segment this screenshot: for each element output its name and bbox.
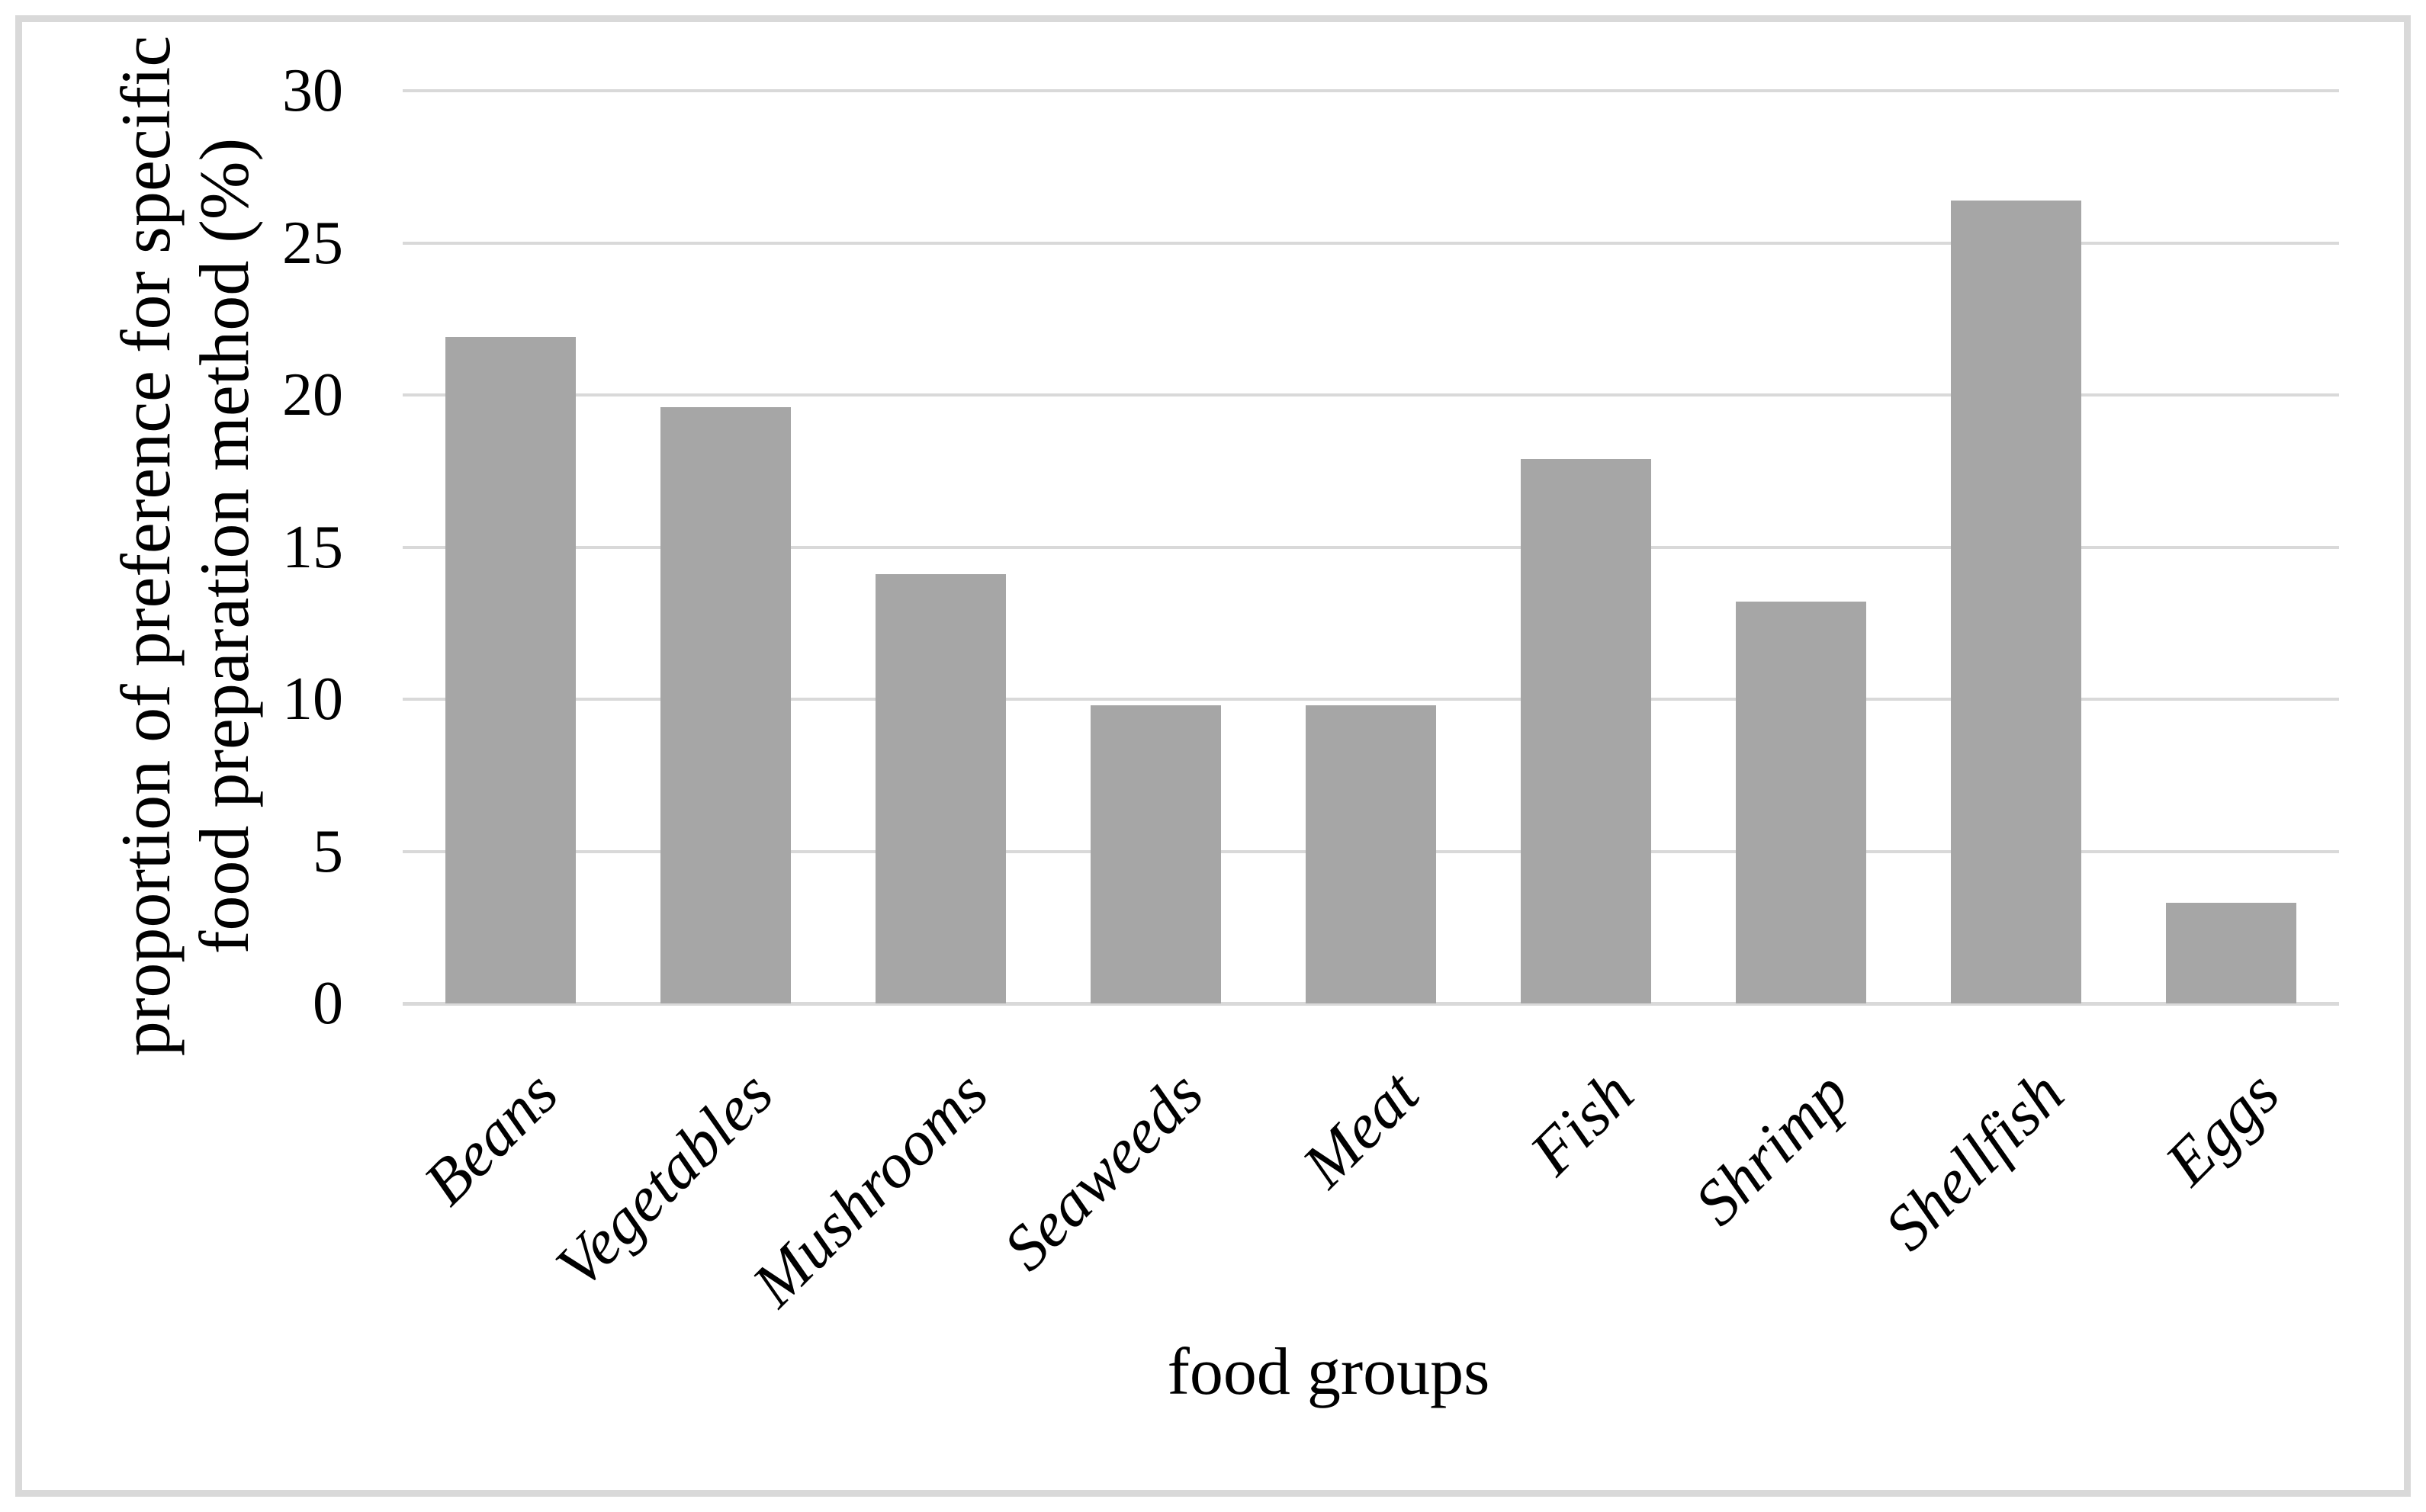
x-axis-line bbox=[403, 1002, 2339, 1006]
y-axis-title: proportion of preference for specific fo… bbox=[107, 36, 264, 1056]
y-tick-label: 15 bbox=[282, 513, 343, 581]
y-tick-label: 0 bbox=[313, 970, 343, 1037]
y-axis-title-line1: proportion of preference for specific bbox=[107, 35, 185, 1057]
y-axis-title-line2: food preparation method (%) bbox=[185, 137, 263, 955]
y-tick-label: 25 bbox=[282, 209, 343, 277]
bar-eggs bbox=[2166, 903, 2297, 1003]
y-tick-label: 30 bbox=[282, 57, 343, 124]
bar-fish bbox=[1521, 458, 1652, 1003]
bar-meat bbox=[1306, 705, 1436, 1003]
y-gridline bbox=[403, 698, 2339, 701]
y-gridline bbox=[403, 241, 2339, 245]
bar-mushrooms bbox=[875, 574, 1006, 1003]
bar-beans bbox=[445, 337, 576, 1003]
x-axis-title: food groups bbox=[1167, 1335, 1490, 1409]
y-tick-label: 5 bbox=[313, 817, 343, 885]
bar-vegetables bbox=[660, 406, 791, 1003]
y-gridline bbox=[403, 89, 2339, 92]
bar-shrimp bbox=[1736, 602, 1867, 1003]
y-tick-label: 20 bbox=[282, 361, 343, 429]
y-gridline bbox=[403, 545, 2339, 549]
y-gridline bbox=[403, 393, 2339, 396]
y-tick-label: 10 bbox=[282, 666, 343, 733]
bar-seaweeds bbox=[1090, 705, 1221, 1003]
bar-shellfish bbox=[1951, 200, 2082, 1003]
